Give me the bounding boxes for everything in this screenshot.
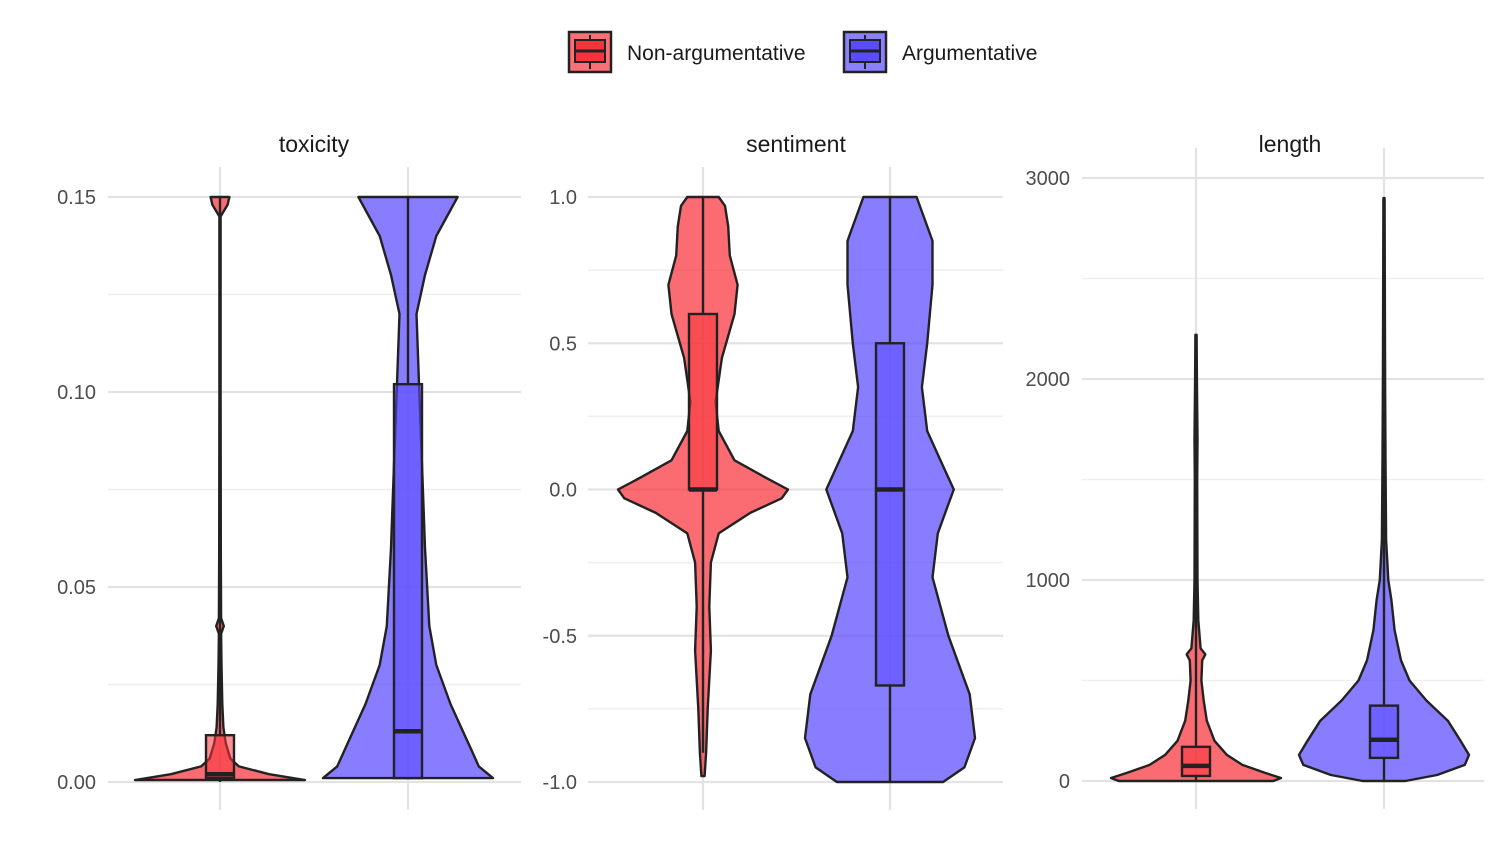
series-argumentative (321, 195, 495, 780)
y-tick-label: 0.5 (549, 333, 577, 355)
y-tick-label: -0.5 (543, 626, 577, 648)
box (204, 734, 236, 780)
panels: 0.00 0.05 0.10 0.15 toxicity -1.0 -0.5 0.0 0.5 1.… (57, 131, 1484, 810)
series-argumentative (803, 195, 977, 784)
y-tick-label: 2000 (1026, 369, 1071, 391)
legend-label-argumentative: Argumentative (902, 42, 1037, 65)
y-tick-label: -1.0 (543, 772, 577, 794)
panel-title: sentiment (746, 131, 846, 157)
panel-sentiment: -1.0 -0.5 0.0 0.5 1.0 sentiment (543, 131, 1003, 810)
y-tick-label: 0.00 (57, 772, 96, 794)
y-tick-label: 0 (1059, 771, 1070, 793)
y-tick-label: 0.05 (57, 577, 96, 599)
panel-title: length (1259, 131, 1322, 157)
series-argumentative (1297, 196, 1471, 783)
box (1368, 704, 1400, 760)
y-tick-label: 1000 (1026, 570, 1071, 592)
box (874, 342, 906, 687)
panel-title: toxicity (279, 131, 350, 157)
series-non-argumentative (133, 195, 307, 782)
legend-label-non-argumentative: Non-argumentative (627, 42, 806, 65)
legend: Non-argumentative Argumentative (567, 30, 1037, 74)
box (687, 312, 719, 491)
y-tick-label: 0.15 (57, 187, 96, 209)
y-tick-label: 1.0 (549, 187, 577, 209)
box (1180, 745, 1212, 778)
box (392, 383, 424, 780)
panel-toxicity: 0.00 0.05 0.10 0.15 toxicity (57, 131, 521, 810)
series-non-argumentative (1109, 333, 1283, 783)
panel-length: 0 1000 2000 3000 length (1026, 131, 1484, 809)
y-tick-label: 0.10 (57, 382, 96, 404)
series-non-argumentative (616, 195, 790, 778)
y-tick-label: 3000 (1026, 168, 1071, 190)
legend-item-argumentative: Argumentative (842, 30, 1037, 74)
y-tick-label: 0.0 (549, 480, 577, 502)
legend-item-non-argumentative: Non-argumentative (567, 30, 806, 74)
